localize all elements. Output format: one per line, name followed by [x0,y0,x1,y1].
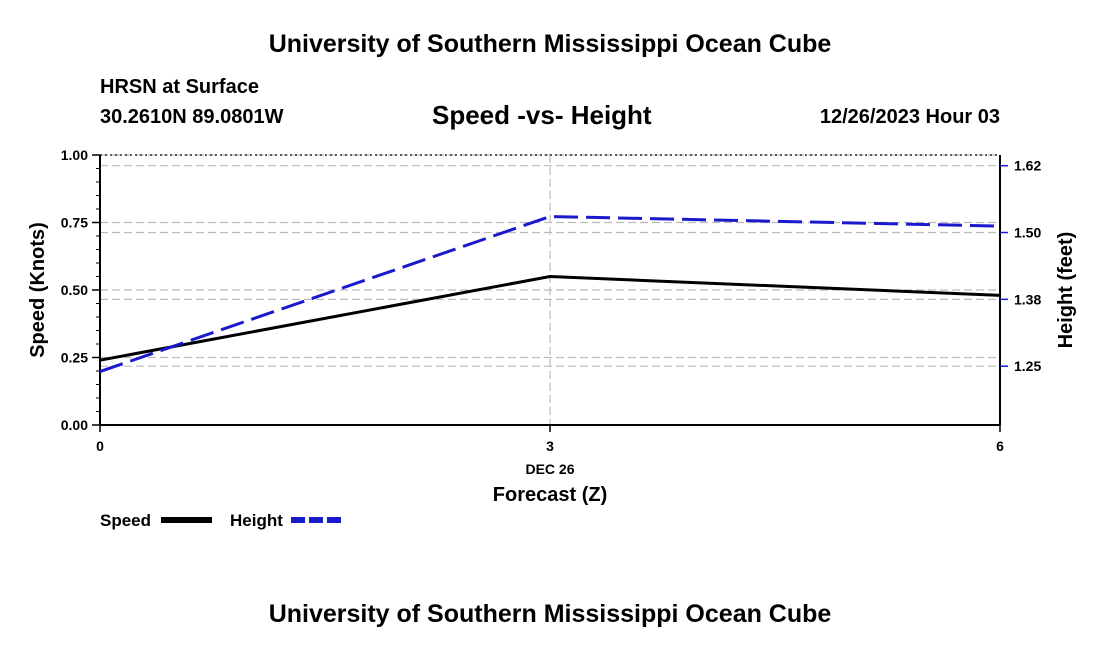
right-tick-label: 1.50 [1014,225,1041,241]
legend-label-speed: Speed [100,511,151,530]
station-label: HRSN at Surface [100,76,259,98]
x-tick-label: 3 [546,438,554,454]
x-tick-label: 6 [996,438,1004,454]
x-axis-title: Forecast (Z) [493,484,607,506]
chart-title-top: University of Southern Mississippi Ocean… [268,30,832,58]
left-tick-label: 0.00 [61,417,88,433]
right-tick-label: 1.38 [1014,291,1041,307]
right-tick-label: 1.62 [1014,158,1041,174]
left-tick-label: 1.00 [61,147,88,163]
left-tick-label: 0.75 [61,215,88,231]
right-tick-label: 1.25 [1014,358,1041,374]
speed-height-chart: 0.00 0.25 0.50 0.75 1.00 1.25 1.38 1.50 1.62 0 3 6 D… [27,147,1077,530]
coordinates-label: 30.2610N 89.0801W [100,106,284,128]
left-axis-title: Speed (Knots) [27,222,49,358]
datetime-label: 12/26/2023 Hour 03 [819,106,1000,128]
series-line-speed [99,274,1001,362]
series-line-height [99,214,1001,373]
x-tick-label: 0 [96,438,104,454]
x-date-label: DEC 26 [525,461,574,477]
left-tick-label: 0.50 [61,282,88,298]
legend-label-height: Height [230,511,283,530]
left-tick-label: 0.25 [61,350,88,366]
chart-title-bottom: University of Southern Mississippi Ocean… [268,600,832,628]
right-axis-title: Height (feet) [1055,232,1077,349]
chart-subtitle: Speed -vs- Height [432,100,652,130]
